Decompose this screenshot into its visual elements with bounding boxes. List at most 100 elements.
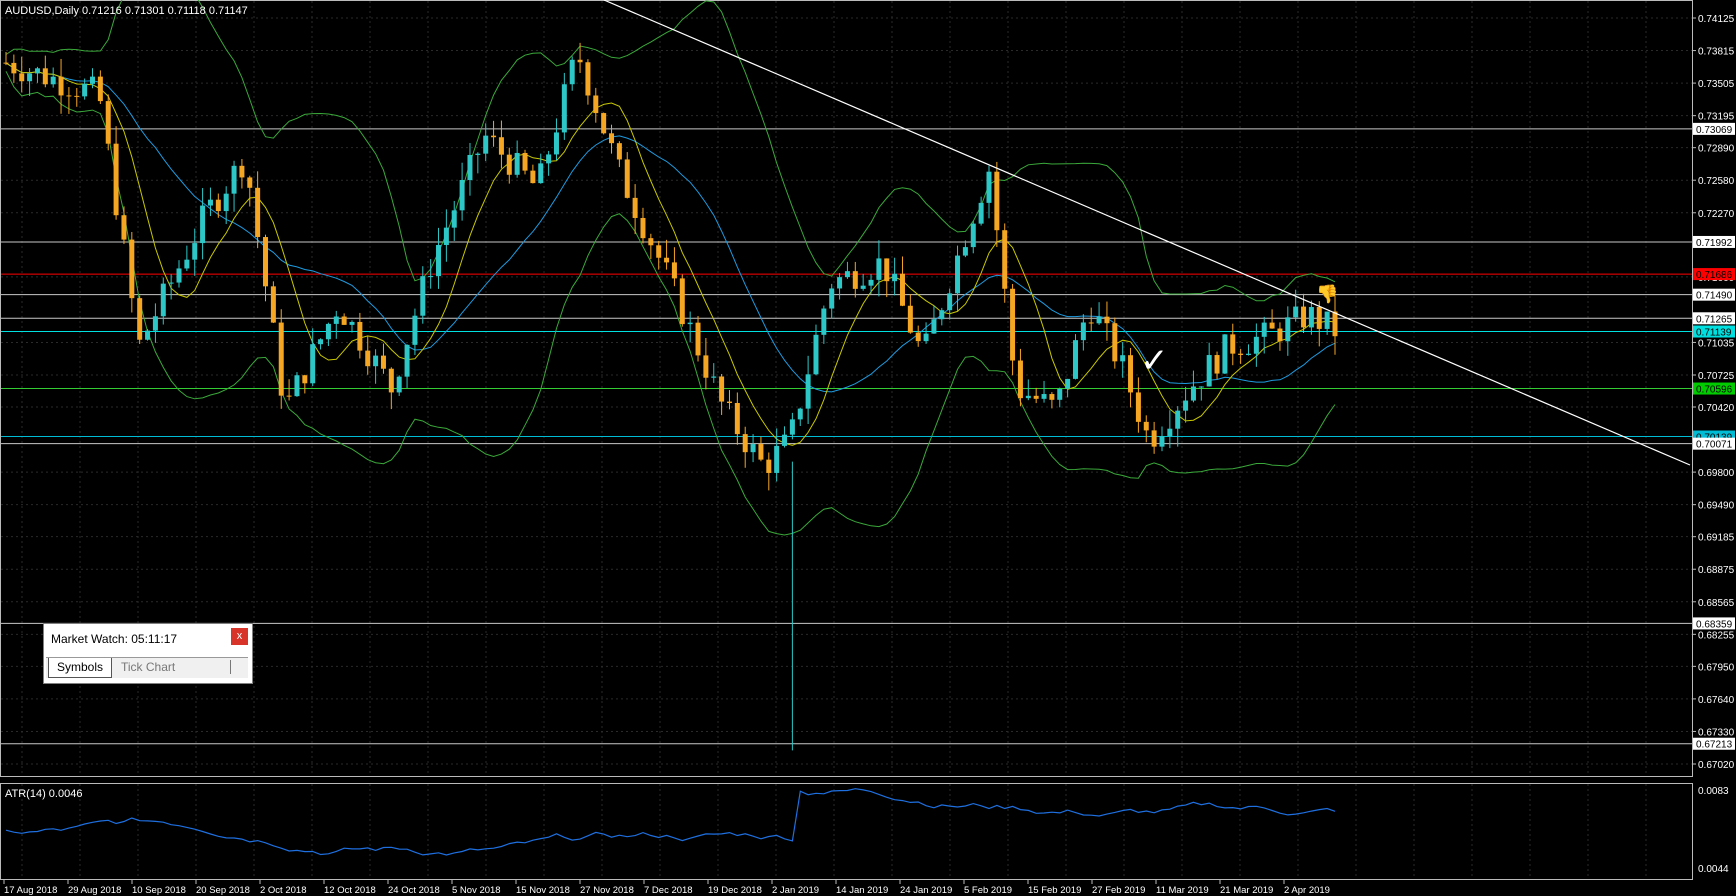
- candle-body: [892, 273, 898, 282]
- level-tag-label: 0.71992: [1696, 238, 1733, 249]
- candle-body: [734, 402, 740, 435]
- candle-body: [1112, 323, 1118, 362]
- candle-body: [1316, 307, 1322, 329]
- candle-body: [318, 339, 324, 345]
- tab-tick-chart[interactable]: Tick Chart: [121, 660, 176, 674]
- candle-body: [239, 165, 245, 178]
- close-button[interactable]: x: [231, 628, 248, 645]
- date-tick-label: 27 Nov 2018: [580, 885, 634, 896]
- price-tick-label: 0.72890: [1698, 144, 1735, 155]
- level-tag-label: 0.71139: [1696, 328, 1732, 339]
- candle-body: [467, 154, 473, 181]
- candlesticks: [3, 42, 1338, 751]
- level-tag-label: 0.71265: [1696, 314, 1733, 325]
- candle-body: [624, 159, 630, 198]
- candle-body: [506, 154, 512, 175]
- candle-body: [860, 285, 866, 289]
- candle-body: [1238, 353, 1244, 355]
- candle-body: [160, 283, 166, 317]
- level-tag: [1693, 737, 1735, 750]
- level-tag: [1693, 437, 1735, 450]
- candle-body: [986, 171, 992, 203]
- candle-body: [758, 444, 764, 460]
- candle-body: [726, 401, 732, 403]
- candle-body: [632, 197, 638, 218]
- level-price-tags: 0.73069 0.71992 0.71686 0.71490 0.71265 0.711…: [1693, 122, 1735, 751]
- candle-body: [333, 316, 339, 324]
- level-tag: [1693, 617, 1735, 630]
- candle-body: [852, 271, 858, 289]
- candle-body: [74, 95, 80, 97]
- candle-body: [1135, 392, 1141, 422]
- candle-body: [1096, 316, 1102, 324]
- price-tick-label: 0.68875: [1698, 565, 1735, 576]
- candle-body: [1088, 322, 1094, 324]
- candle-body: [325, 323, 331, 340]
- candle-body: [703, 355, 709, 378]
- candle-body: [1049, 394, 1055, 400]
- candle-body: [671, 262, 677, 279]
- level-tag: [1693, 235, 1735, 248]
- trendline[interactable]: [603, 0, 1691, 466]
- bb-upper: [5, 0, 1336, 302]
- candle-body: [1065, 378, 1071, 389]
- date-tick-label: 21 Mar 2019: [1220, 885, 1273, 896]
- candle-body: [970, 223, 976, 248]
- candle-body: [1010, 288, 1016, 361]
- candle-body: [648, 238, 654, 246]
- candle-body: [837, 277, 843, 289]
- price-tick-label: 0.67640: [1698, 695, 1735, 706]
- date-tick-label: 17 Aug 2018: [4, 885, 57, 896]
- candle-body: [695, 322, 701, 356]
- price-tick-label: 0.73195: [1698, 112, 1735, 123]
- candle-body: [844, 271, 850, 278]
- candle-body: [294, 375, 300, 397]
- candle-body: [1253, 336, 1259, 354]
- date-tick-label: 19 Dec 2018: [708, 885, 762, 896]
- candle-body: [349, 321, 355, 325]
- candle-body: [1285, 317, 1291, 342]
- candle-body: [357, 321, 363, 351]
- date-tick-label: 29 Aug 2018: [68, 885, 121, 896]
- candle-body: [145, 330, 151, 340]
- tab-symbols[interactable]: Symbols: [48, 658, 113, 678]
- checkmark-icon: ✓: [1140, 341, 1169, 381]
- candle-body: [978, 202, 984, 224]
- candle-body: [1057, 388, 1063, 400]
- candle-body: [1041, 394, 1047, 399]
- date-tick-label: 7 Dec 2018: [644, 885, 693, 896]
- candle-body: [569, 59, 575, 85]
- candle-body: [915, 332, 921, 342]
- candle-body: [797, 408, 803, 420]
- candle-body: [412, 315, 418, 345]
- candle-body: [278, 322, 284, 396]
- atr-panel-frame: [0, 783, 1693, 880]
- candle-body: [231, 165, 237, 194]
- candle-body: [711, 376, 717, 378]
- candle-body: [561, 84, 567, 133]
- price-tick-label: 0.74125: [1698, 14, 1735, 25]
- candle-body: [876, 258, 882, 280]
- candle-body: [750, 444, 756, 453]
- candle-body: [223, 193, 229, 212]
- candle-body: [451, 210, 457, 228]
- candle-body: [593, 95, 599, 114]
- candle-body: [1324, 311, 1330, 329]
- candle-body: [168, 282, 174, 284]
- market-watch-tabs: Symbols Tick Chart: [46, 657, 248, 678]
- candle-body: [514, 152, 520, 175]
- candle-body: [113, 143, 119, 216]
- market-watch-window[interactable]: Market Watch: 05:11:17 x Symbols Tick Ch…: [43, 623, 253, 684]
- candle-body: [137, 298, 143, 340]
- price-axis: 0.74125 0.73815 0.73505 0.73195 0.72890 0.725…: [1692, 14, 1735, 771]
- candle-body: [396, 376, 402, 393]
- ma-slow: [5, 62, 1336, 393]
- thumbs-down-icon: 👎: [1316, 284, 1338, 305]
- atr-axis: 0.0083 0.0044: [1698, 786, 1729, 875]
- candle-body: [664, 257, 670, 263]
- candle-body: [475, 153, 481, 155]
- level-tag-label: 0.67213: [1696, 740, 1733, 751]
- candle-body: [176, 268, 182, 283]
- candle-body: [365, 350, 371, 367]
